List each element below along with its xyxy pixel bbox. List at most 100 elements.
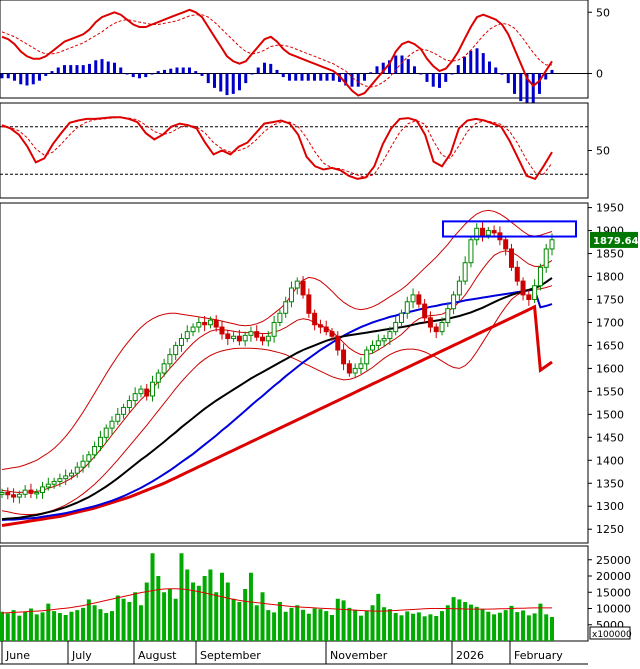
macd-histogram-bar bbox=[275, 69, 279, 74]
macd-histogram-bar bbox=[213, 73, 216, 88]
candle-body bbox=[80, 460, 86, 468]
volume-bar bbox=[330, 615, 334, 641]
volume-bar bbox=[237, 602, 242, 641]
volume-bar bbox=[150, 553, 155, 641]
volume-bar bbox=[0, 611, 4, 641]
volume-bar bbox=[133, 592, 138, 641]
macd-histogram-bar bbox=[325, 73, 329, 81]
macd-histogram-bar bbox=[331, 73, 335, 81]
macd-histogram-bar bbox=[525, 73, 529, 108]
volume-bar bbox=[405, 611, 410, 641]
candle-body bbox=[503, 239, 509, 250]
volume-bar bbox=[387, 609, 392, 641]
candle-body bbox=[468, 239, 474, 264]
macd-histogram-bar bbox=[256, 67, 260, 74]
candle-body bbox=[427, 317, 433, 328]
candle-body bbox=[370, 344, 376, 351]
volume-bar bbox=[57, 613, 62, 641]
candle-body bbox=[439, 321, 445, 333]
candle-body bbox=[34, 491, 40, 495]
volume-bar bbox=[243, 589, 248, 641]
volume-bar bbox=[127, 602, 132, 641]
x-axis-label: June bbox=[5, 649, 30, 662]
macd-histogram-bar bbox=[469, 50, 473, 74]
volume-multiplier-label: x100000 bbox=[592, 630, 632, 640]
macd-histogram-bar bbox=[425, 73, 429, 82]
macd-histogram-bar bbox=[25, 73, 29, 86]
volume-bar bbox=[272, 612, 277, 641]
candle-body bbox=[422, 303, 428, 319]
macd-histogram-bar bbox=[394, 55, 398, 74]
candle-body bbox=[173, 344, 179, 356]
macd-histogram-bar bbox=[144, 73, 148, 78]
macd-histogram-bar bbox=[306, 73, 310, 81]
candle-body bbox=[335, 335, 341, 351]
volume-bar bbox=[92, 605, 97, 641]
macd-histogram-bar bbox=[406, 59, 410, 74]
candle-body bbox=[109, 420, 115, 429]
candle-body bbox=[231, 335, 237, 340]
volume-bar bbox=[254, 605, 259, 641]
volume-bar bbox=[104, 613, 109, 641]
price-tick-label: 1500 bbox=[596, 408, 624, 421]
volume-ma-line bbox=[1, 588, 552, 614]
candle-body bbox=[138, 388, 144, 395]
volume-bar bbox=[144, 582, 149, 641]
candle-body bbox=[40, 486, 46, 493]
volume-bar bbox=[486, 611, 491, 641]
macd-histogram-bar bbox=[131, 73, 135, 78]
macd-histogram-bar bbox=[350, 73, 354, 87]
macd-histogram-bar bbox=[550, 69, 554, 74]
volume-bar bbox=[86, 599, 91, 641]
macd-histogram-bar bbox=[125, 73, 129, 75]
volume-bar bbox=[191, 582, 196, 641]
volume-bar bbox=[492, 614, 497, 641]
volume-tick-label: 10000 bbox=[596, 603, 631, 616]
volume-tick-label: 20000 bbox=[596, 570, 631, 583]
candle-body bbox=[57, 478, 63, 482]
bollinger-lower-line bbox=[1, 285, 553, 515]
volume-bar bbox=[277, 602, 282, 641]
price-tick-label: 1650 bbox=[596, 339, 624, 352]
volume-bar bbox=[40, 612, 45, 641]
price-tick-label: 1400 bbox=[596, 454, 624, 467]
macd-histogram-bar bbox=[188, 67, 191, 74]
volume-bar bbox=[69, 611, 74, 641]
candle-body bbox=[410, 294, 416, 303]
volume-bar bbox=[225, 582, 230, 641]
macd-histogram-bar bbox=[444, 73, 448, 82]
macd-histogram-bar bbox=[519, 73, 523, 102]
candle-body bbox=[341, 349, 347, 365]
candle-body bbox=[213, 319, 219, 328]
candle-body bbox=[381, 338, 387, 342]
volume-bar bbox=[214, 592, 219, 641]
price-tick-label: 1950 bbox=[596, 202, 624, 215]
volume-bar bbox=[220, 572, 224, 641]
price-tick-label: 1450 bbox=[596, 431, 624, 444]
macd-histogram-bar bbox=[75, 65, 79, 74]
volume-bar bbox=[202, 576, 207, 641]
candle-body bbox=[190, 326, 196, 333]
macd-histogram-bar bbox=[475, 48, 479, 74]
macd-histogram-bar bbox=[319, 73, 323, 81]
candle-body bbox=[393, 321, 399, 333]
price-tick-label: 1350 bbox=[596, 477, 624, 490]
candle-body bbox=[28, 489, 34, 494]
candle-body bbox=[358, 363, 364, 369]
volume-bar bbox=[266, 610, 271, 641]
candle-body bbox=[225, 333, 231, 340]
candle-body bbox=[283, 301, 289, 314]
macd-tick-label: 50 bbox=[596, 6, 610, 19]
candle-body bbox=[97, 436, 103, 448]
price-tick-label: 1750 bbox=[596, 293, 624, 306]
volume-bar bbox=[98, 609, 103, 641]
macd-histogram-bar bbox=[181, 67, 185, 74]
volume-bar bbox=[370, 605, 375, 641]
x-axis-label: July bbox=[71, 649, 92, 662]
price-frame bbox=[0, 202, 589, 544]
macd-histogram-bar bbox=[238, 73, 241, 91]
volume-bar bbox=[324, 611, 329, 641]
volume-tick-label: 15000 bbox=[596, 586, 631, 599]
volume-bar bbox=[353, 609, 358, 641]
